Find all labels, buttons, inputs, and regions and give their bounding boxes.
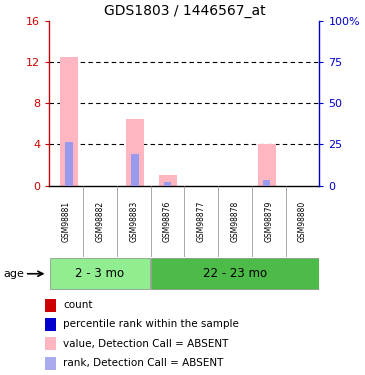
Bar [258,144,276,186]
Text: GSM98880: GSM98880 [298,201,307,242]
Text: age: age [4,269,24,279]
Text: GSM98876: GSM98876 [163,201,172,242]
Bar [131,154,139,186]
Text: GSM98878: GSM98878 [230,201,239,242]
Text: 22 - 23 mo: 22 - 23 mo [203,267,267,280]
Text: GSM98877: GSM98877 [197,201,206,242]
Text: count: count [64,300,93,310]
Text: GSM98881: GSM98881 [62,201,71,242]
Text: 2 - 3 mo: 2 - 3 mo [75,267,124,280]
Bar [263,180,270,186]
Bar [126,118,144,186]
Text: GSM98883: GSM98883 [129,201,138,242]
Text: GSM98879: GSM98879 [264,201,273,242]
Text: value, Detection Call = ABSENT: value, Detection Call = ABSENT [64,339,229,349]
Bar [60,57,78,186]
Bar [45,338,56,350]
Text: GSM98882: GSM98882 [95,201,104,242]
Bar [50,258,150,289]
Bar [45,318,56,331]
Bar [151,258,319,289]
Text: rank, Detection Call = ABSENT: rank, Detection Call = ABSENT [64,358,224,368]
Bar [45,298,56,312]
Bar [159,176,177,186]
Bar [45,357,56,370]
Title: GDS1803 / 1446567_at: GDS1803 / 1446567_at [104,4,265,18]
Text: percentile rank within the sample: percentile rank within the sample [64,320,239,330]
Bar [164,182,172,186]
Bar [65,142,73,186]
